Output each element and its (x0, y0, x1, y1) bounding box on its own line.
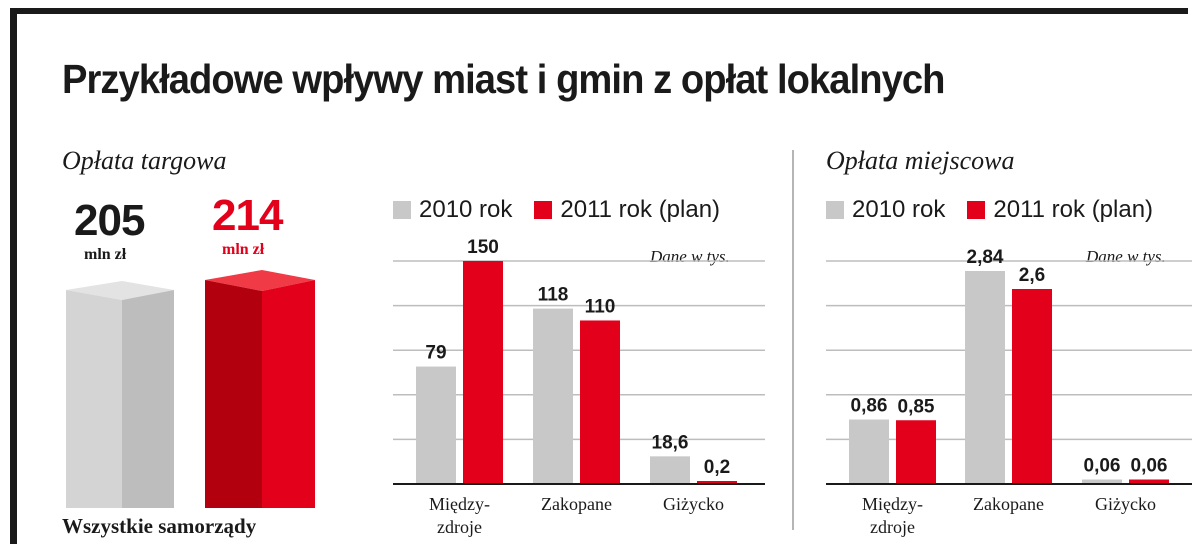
chart1-legend-swatch-2011 (534, 201, 553, 219)
chart2-legend-swatch-2010 (826, 201, 844, 219)
chart2-value-label: 0,06 (1131, 456, 1168, 477)
chart1-legend: 2010 rok 2011 rok (plan) (393, 196, 742, 224)
chart1-value-label: 118 (538, 285, 569, 306)
chart2-legend-label-2011: 2011 rok (plan) (993, 196, 1154, 223)
totals-footer-label: Wszystkie samorządy (62, 514, 257, 538)
chart2-bar (1012, 289, 1052, 484)
chart2-value-label: 0,06 (1084, 456, 1121, 477)
chart2-bar (1082, 479, 1122, 484)
frame-left-rule (10, 8, 17, 544)
total-2011-value: 214 (212, 191, 283, 240)
total-2011-column-right (262, 280, 315, 508)
total-2011-column-top (205, 270, 315, 291)
chart1-value-label: 18,6 (652, 432, 689, 453)
chart1-bar (697, 481, 737, 484)
total-2010-column-right (122, 290, 174, 508)
chart2-value-label: 2,6 (1019, 265, 1045, 286)
section-title-targowa: Opłata targowa (62, 146, 227, 175)
frame-top-rule (10, 8, 1188, 14)
chart1-bar (580, 320, 620, 484)
chart2-bar (896, 420, 936, 484)
chart1-category-label: Giżycko (663, 494, 724, 514)
chart1-bar (416, 366, 456, 484)
total-2011-column-left (205, 280, 262, 508)
chart1-bar (533, 308, 573, 484)
chart1-category-label: Zakopane (541, 494, 612, 514)
chart2-category-label: Między- (862, 494, 923, 514)
chart1-legend-label-2010: 2010 rok (419, 196, 513, 223)
page-title: Przykładowe wpływy miast i gmin z opłat … (62, 56, 945, 102)
chart1-legend-swatch-2010 (393, 201, 411, 219)
chart2-value-label: 0,85 (898, 396, 935, 417)
chart2-category-label: Giżycko (1095, 494, 1156, 514)
chart1-bar (650, 456, 690, 484)
chart2-bar (849, 419, 889, 484)
chart1-category-label: zdroje (437, 517, 482, 537)
chart2-bar (1129, 479, 1169, 484)
chart1-category-label: Między- (429, 494, 490, 514)
chart1-legend-item-2010: 2010 rok (393, 196, 512, 224)
total-2010-unit: mln zł (84, 246, 127, 263)
chart1-legend-item-2011: 2011 rok (plan) (534, 196, 720, 224)
chart1-value-label: 150 (467, 237, 499, 258)
total-2010-column-left (66, 290, 122, 508)
chart2-bar (965, 271, 1005, 484)
chart2-legend: 2010 rok 2011 rok (plan) (826, 196, 1175, 224)
chart2-legend-label-2010: 2010 rok (852, 196, 946, 223)
chart1-legend-label-2011: 2011 rok (plan) (560, 196, 721, 223)
chart2-legend-item-2011: 2011 rok (plan) (967, 196, 1153, 224)
chart2-category-label: Zakopane (973, 494, 1044, 514)
chart2-category-label: zdroje (870, 517, 915, 537)
chart1-value-label: 79 (425, 343, 446, 364)
total-2010-column-top (66, 281, 174, 300)
chart2-legend-item-2010: 2010 rok (826, 196, 945, 224)
chart1-value-label: 110 (585, 296, 616, 317)
total-2011-unit: mln zł (222, 241, 265, 258)
chart1-bar (463, 261, 503, 484)
chart2-value-label: 2,84 (967, 247, 1004, 268)
chart1-value-label: 0,2 (704, 457, 730, 478)
chart2-value-label: 0,86 (851, 396, 888, 417)
section-title-miejscowa: Opłata miejscowa (826, 146, 1015, 175)
total-2010-value: 205 (74, 196, 145, 245)
chart2-legend-swatch-2011 (967, 201, 986, 219)
panel-divider (792, 150, 794, 530)
